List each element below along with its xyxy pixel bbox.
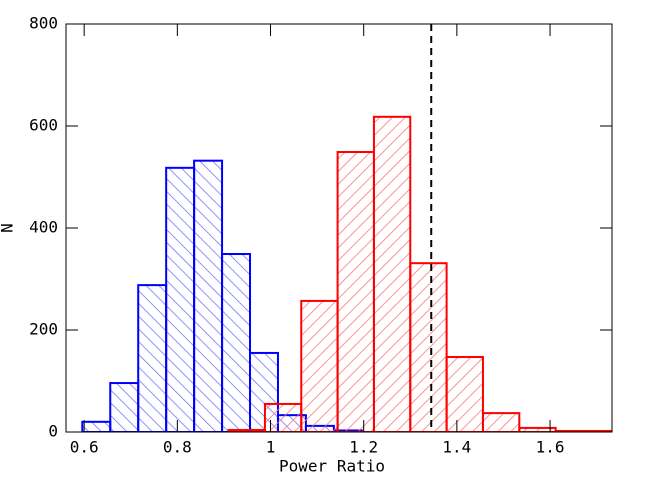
x-tick-label: 1.6 — [536, 438, 565, 457]
histogram-bar — [300, 299, 339, 432]
y-tick-label: 0 — [48, 422, 58, 441]
histogram-bar — [445, 356, 484, 432]
plot-area — [81, 24, 612, 432]
histogram-bar — [165, 166, 196, 432]
histogram-bar — [137, 284, 168, 432]
histogram-bar — [590, 429, 612, 432]
histogram-bar — [336, 151, 375, 432]
y-axis-label: N — [0, 223, 17, 233]
y-tick-label: 200 — [29, 320, 58, 339]
x-axis-label: Power Ratio — [279, 457, 385, 476]
histogram-bar — [81, 420, 112, 432]
x-tick-label: 0.6 — [70, 438, 99, 457]
histogram-bar — [481, 412, 521, 432]
histogram-bar — [193, 159, 224, 432]
y-tick-label: 600 — [29, 116, 58, 135]
y-tick-label: 800 — [29, 14, 58, 33]
histogram-bar — [372, 115, 412, 432]
y-tick-label: 400 — [29, 218, 58, 237]
histogram-bar — [109, 382, 140, 432]
histogram-bar — [221, 253, 252, 432]
histogram-bar — [409, 262, 448, 432]
x-tick-label: 1.2 — [349, 438, 378, 457]
x-tick-label: 1.4 — [442, 438, 471, 457]
histogram-bar — [518, 426, 557, 432]
x-tick-label: 0.8 — [163, 438, 192, 457]
x-tick-label: 1 — [266, 438, 276, 457]
